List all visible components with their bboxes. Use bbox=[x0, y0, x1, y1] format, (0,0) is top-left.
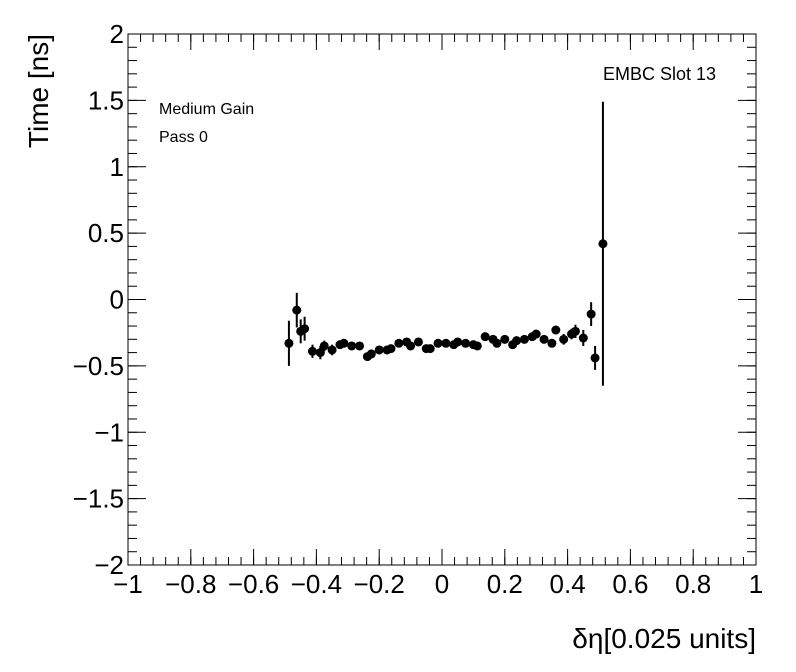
data-points bbox=[284, 239, 608, 363]
data-point bbox=[319, 341, 329, 351]
data-point bbox=[347, 341, 357, 351]
data-point bbox=[374, 345, 384, 355]
data-point bbox=[461, 338, 471, 348]
y-tick-label: −1.5 bbox=[73, 484, 124, 514]
data-point bbox=[453, 337, 463, 347]
data-point bbox=[284, 338, 294, 348]
data-point bbox=[300, 324, 310, 334]
data-point bbox=[413, 337, 423, 347]
x-tick-label: 0.2 bbox=[487, 569, 523, 599]
data-point bbox=[551, 325, 561, 335]
data-point bbox=[315, 348, 325, 358]
x-tick-label: 0.8 bbox=[675, 569, 711, 599]
annotation-gain: Medium Gain bbox=[159, 101, 254, 118]
data-point bbox=[339, 338, 349, 348]
x-tick-label: −1 bbox=[113, 569, 143, 599]
data-point bbox=[307, 346, 317, 356]
data-point bbox=[586, 309, 596, 319]
data-point bbox=[366, 349, 376, 359]
data-point bbox=[590, 353, 600, 363]
data-point bbox=[519, 334, 529, 344]
y-tick-label: 1 bbox=[110, 152, 124, 182]
y-tick-label: −0.5 bbox=[73, 351, 124, 381]
data-point bbox=[492, 338, 502, 348]
x-tick-label: −0.8 bbox=[165, 569, 216, 599]
x-tick-label: 0.4 bbox=[550, 569, 586, 599]
y-tick-label: 0 bbox=[110, 285, 124, 315]
y-tick-label: 0.5 bbox=[88, 218, 124, 248]
x-axis-label: δη[0.025 units] bbox=[572, 623, 756, 654]
y-tick-label: 1.5 bbox=[88, 85, 124, 115]
y-tick-label: 2 bbox=[110, 19, 124, 49]
data-point bbox=[531, 329, 541, 339]
data-point bbox=[570, 326, 580, 336]
annotation-slot: EMBC Slot 13 bbox=[603, 64, 716, 84]
data-point bbox=[386, 344, 396, 354]
x-tick-label: 0.6 bbox=[612, 569, 648, 599]
major-ticks bbox=[127, 33, 757, 566]
data-point bbox=[406, 341, 416, 351]
data-point bbox=[425, 344, 435, 354]
data-point bbox=[500, 334, 510, 344]
data-point bbox=[598, 239, 608, 249]
x-tick-label: −0.6 bbox=[228, 569, 279, 599]
y-tick-label: −1 bbox=[94, 417, 124, 447]
data-point bbox=[472, 341, 482, 351]
x-tick-label: −0.4 bbox=[291, 569, 342, 599]
y-tick-label: −2 bbox=[94, 550, 124, 580]
data-point bbox=[394, 338, 404, 348]
x-tick-labels: −1 −0.8 −0.6 −0.4 −0.2 0 0.2 0.4 0.6 0.8 1 bbox=[113, 569, 763, 599]
data-point bbox=[578, 333, 588, 343]
data-point bbox=[512, 336, 522, 346]
data-point bbox=[559, 334, 569, 344]
x-tick-label: −0.2 bbox=[354, 569, 405, 599]
data-point bbox=[327, 345, 337, 355]
data-point bbox=[433, 338, 443, 348]
annotation-pass: Pass 0 bbox=[159, 129, 208, 146]
y-tick-labels: −2 −1.5 −1 −0.5 0 0.5 1 1.5 2 bbox=[73, 19, 124, 580]
data-point bbox=[547, 338, 557, 348]
data-point bbox=[355, 341, 365, 351]
x-tick-label: 0 bbox=[435, 569, 449, 599]
data-point bbox=[441, 338, 451, 348]
data-point bbox=[292, 305, 302, 315]
y-axis-label: Time [ns] bbox=[23, 34, 54, 148]
data-point bbox=[480, 332, 490, 342]
x-tick-label: 1 bbox=[749, 569, 763, 599]
data-point bbox=[539, 334, 549, 344]
